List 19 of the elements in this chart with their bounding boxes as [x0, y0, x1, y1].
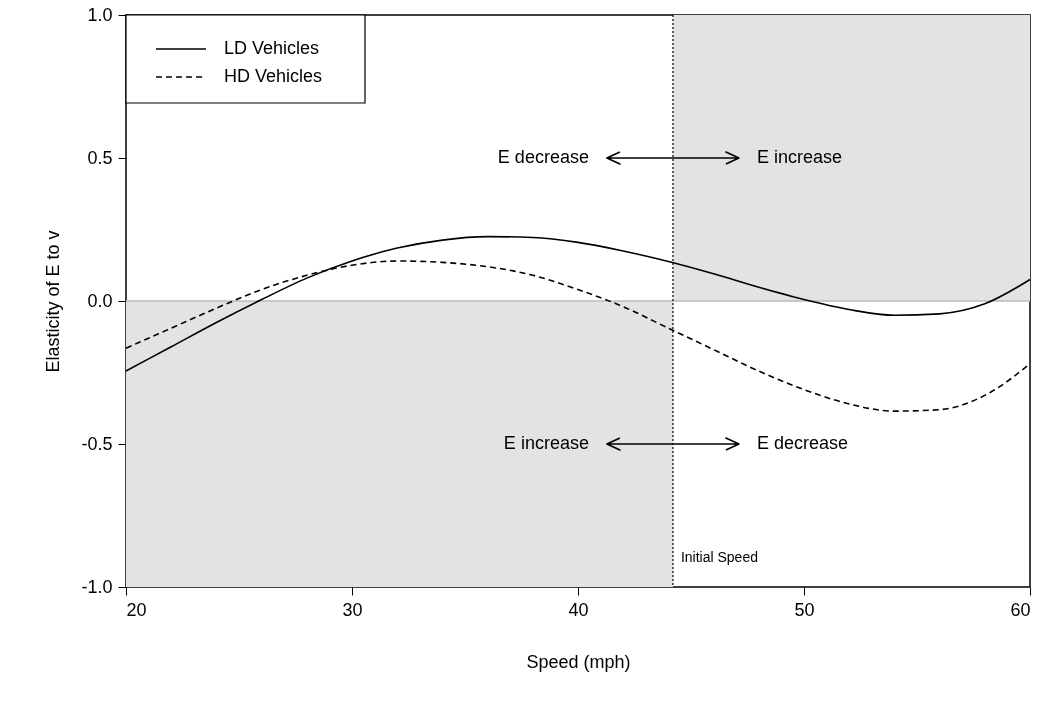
annotation: E decrease	[497, 147, 589, 167]
y-tick-label: 1.0	[87, 4, 113, 25]
annotation: E increase	[756, 147, 842, 167]
annotation: E increase	[503, 433, 589, 453]
x-tick-label: 50	[794, 599, 815, 620]
legend-label: LD Vehicles	[224, 38, 320, 58]
annotation: E decrease	[756, 433, 848, 453]
y-axis-title: Elasticity of E to v	[43, 230, 64, 373]
y-tick-label: -1.0	[81, 576, 113, 597]
x-axis-title: Speed (mph)	[526, 651, 631, 672]
ref-line-label: Initial Speed	[680, 549, 758, 566]
x-tick-label: 20	[126, 599, 147, 620]
x-tick-label: 60	[1010, 599, 1031, 620]
x-tick-label: 30	[342, 599, 363, 620]
y-tick-label: -0.5	[81, 433, 113, 454]
x-tick-label: 40	[568, 599, 589, 620]
y-tick-label: 0.0	[87, 290, 113, 311]
y-tick-label: 0.5	[87, 147, 113, 168]
legend-label: HD Vehicles	[224, 66, 323, 86]
